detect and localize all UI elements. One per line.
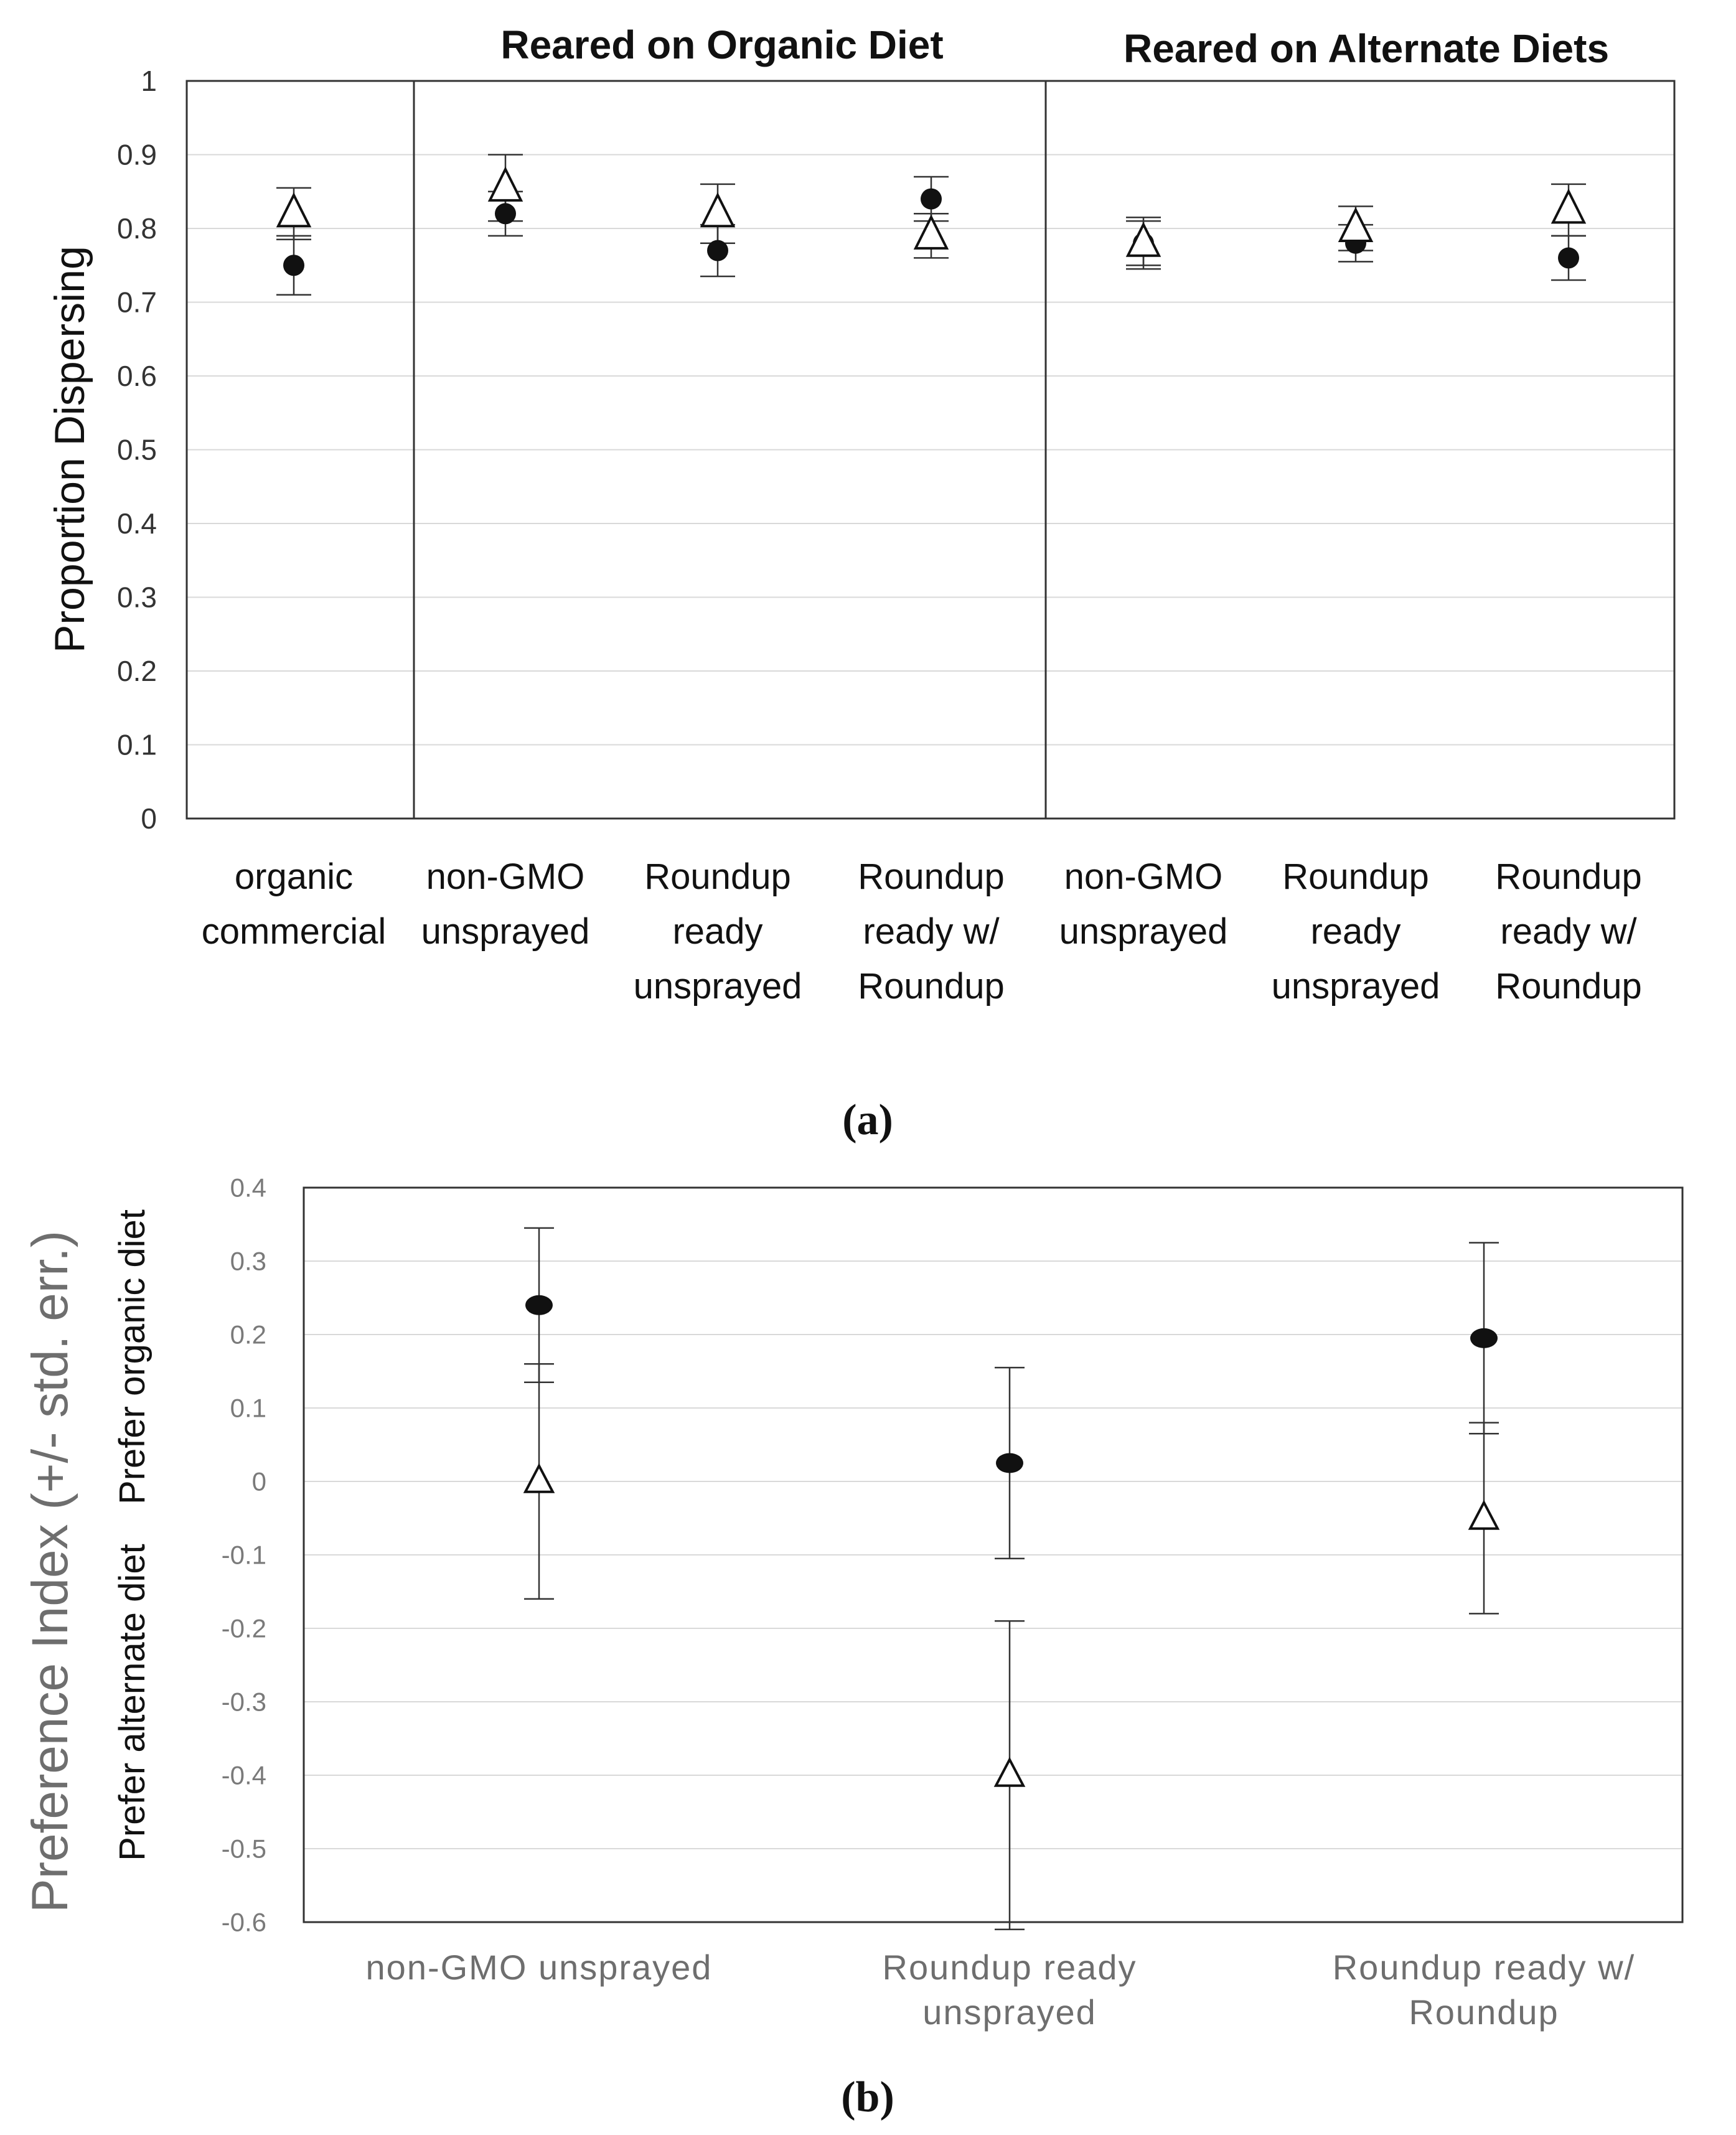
a-x-category-label: Roundup (1495, 966, 1641, 1006)
a-triangle-marker (913, 214, 949, 250)
a-y-tick-label: 0.3 (117, 581, 157, 614)
a-x-category-label: non-GMO (1064, 856, 1223, 897)
a-x-category-label: unsprayed (1059, 911, 1228, 952)
panel-b-plot-frame (303, 1186, 1684, 1923)
b-triangle-marker (1468, 1499, 1500, 1530)
panel-b-y-axis-label-prefer-alternate: Prefer alternate diet (112, 1544, 152, 1860)
a-x-category-label: unsprayed (421, 911, 590, 952)
panel-b-data-markers (523, 1295, 1500, 1787)
b-triangle-marker (993, 1757, 1026, 1787)
a-triangle-marker (487, 166, 523, 202)
a-circle-marker (495, 203, 516, 225)
a-x-category-label: unsprayed (1272, 966, 1440, 1006)
panel-a-group-header-alternate: Reared on Alternate Diets (1124, 26, 1609, 71)
a-x-category-label: Roundup (858, 856, 1004, 897)
panel-a-data-markers (276, 166, 1587, 276)
a-x-category-label: Roundup (1495, 856, 1641, 897)
a-circle-marker (921, 188, 942, 210)
b-circle-marker (1470, 1328, 1498, 1348)
panel-b-x-category-labels: non-GMO unsprayed Roundup ready unsprayed R… (366, 1948, 1636, 2032)
b-x-category-label: Roundup (1409, 1992, 1559, 2032)
a-x-category-label: ready (1310, 911, 1401, 952)
a-x-category-label: unsprayed (634, 966, 802, 1006)
a-y-tick-label: 0.6 (117, 360, 157, 392)
b-y-tick-label: -0.5 (222, 1834, 266, 1864)
panel-b-y-axis-label: Preference Index (+/- std. err.) (22, 1231, 78, 1913)
a-y-tick-label: 1 (141, 65, 157, 97)
a-circle-marker (707, 240, 728, 261)
panel-a-chart: Reared on Organic Diet Reared on Alterna… (46, 22, 1676, 1006)
b-y-tick-label: 0 (252, 1467, 266, 1496)
a-y-tick-label: 0.7 (117, 286, 157, 319)
a-triangle-marker (1551, 188, 1587, 224)
panel-a-x-category-labels: organic commercial non-GMO unsprayed Roundup… (202, 856, 1642, 1006)
b-y-tick-label: 0.2 (230, 1320, 266, 1349)
panel-a-group-header-organic: Reared on Organic Diet (500, 22, 943, 67)
panel-a-y-tick-labels: 0 0.1 0.2 0.3 0.4 0.5 0.6 0.7 0.8 0.9 1 (117, 65, 157, 835)
panel-a-caption: (a) (842, 1096, 893, 1144)
a-y-tick-label: 0.2 (117, 655, 157, 687)
panel-b-gridlines (304, 1260, 1682, 1849)
b-y-tick-label: -0.6 (222, 1908, 266, 1937)
a-x-category-label: ready (672, 911, 762, 952)
panel-a-y-axis-label: Proportion Dispersing (46, 246, 93, 653)
b-triangle-marker (523, 1463, 555, 1493)
panel-b-y-axis-label-prefer-organic: Prefer organic diet (112, 1209, 152, 1504)
a-x-category-label: Roundup (1282, 856, 1429, 897)
a-x-category-label: organic (235, 856, 353, 897)
a-triangle-marker (1125, 222, 1161, 257)
a-y-tick-label: 0.8 (117, 212, 157, 245)
panel-a-plot-frame (185, 80, 1676, 820)
b-x-category-label: Roundup ready (883, 1948, 1137, 1987)
b-y-tick-label: -0.4 (222, 1761, 266, 1790)
a-y-tick-label: 0 (141, 802, 157, 835)
b-y-tick-label: 0.3 (230, 1247, 266, 1276)
a-x-category-label: Roundup (858, 966, 1004, 1006)
b-circle-marker (525, 1295, 553, 1315)
panel-a-gridlines (187, 154, 1674, 746)
b-x-category-label: Roundup ready w/ (1333, 1948, 1636, 1987)
a-x-category-label: ready w/ (863, 911, 1000, 952)
panel-b-y-tick-labels: 0.4 0.3 0.2 0.1 0 -0.1 -0.2 -0.3 -0.4 -0.5 -0.6 (222, 1173, 266, 1937)
a-x-category-label: ready w/ (1500, 911, 1637, 952)
b-x-category-label: unsprayed (922, 1992, 1097, 2032)
panel-b-chart: 0.4 0.3 0.2 0.1 0 -0.1 -0.2 -0.3 -0.4 -0.5 -0.6 Pr… (22, 1173, 1684, 2032)
a-y-tick-label: 0.5 (117, 434, 157, 466)
a-triangle-marker (276, 192, 312, 228)
a-x-category-label: non-GMO (426, 856, 585, 897)
b-y-tick-label: 0.1 (230, 1394, 266, 1423)
a-x-category-label: Roundup (644, 856, 791, 897)
a-triangle-marker (700, 192, 736, 228)
b-y-tick-label: 0.4 (230, 1173, 266, 1203)
b-circle-marker (996, 1453, 1023, 1473)
b-y-tick-label: -0.1 (222, 1541, 266, 1570)
a-y-tick-label: 0.1 (117, 729, 157, 761)
a-y-tick-label: 0.9 (117, 139, 157, 171)
a-circle-marker (1558, 247, 1579, 269)
a-triangle-marker (1338, 207, 1374, 242)
b-y-tick-label: -0.3 (222, 1687, 266, 1717)
b-x-category-label: non-GMO unsprayed (366, 1948, 713, 1987)
a-circle-marker (283, 255, 304, 276)
a-x-category-label: commercial (202, 911, 387, 952)
panel-b-caption: (b) (841, 2073, 894, 2121)
b-y-tick-label: -0.2 (222, 1614, 266, 1643)
panel-b-error-bars (524, 1227, 1499, 1931)
a-y-tick-label: 0.4 (117, 507, 157, 540)
